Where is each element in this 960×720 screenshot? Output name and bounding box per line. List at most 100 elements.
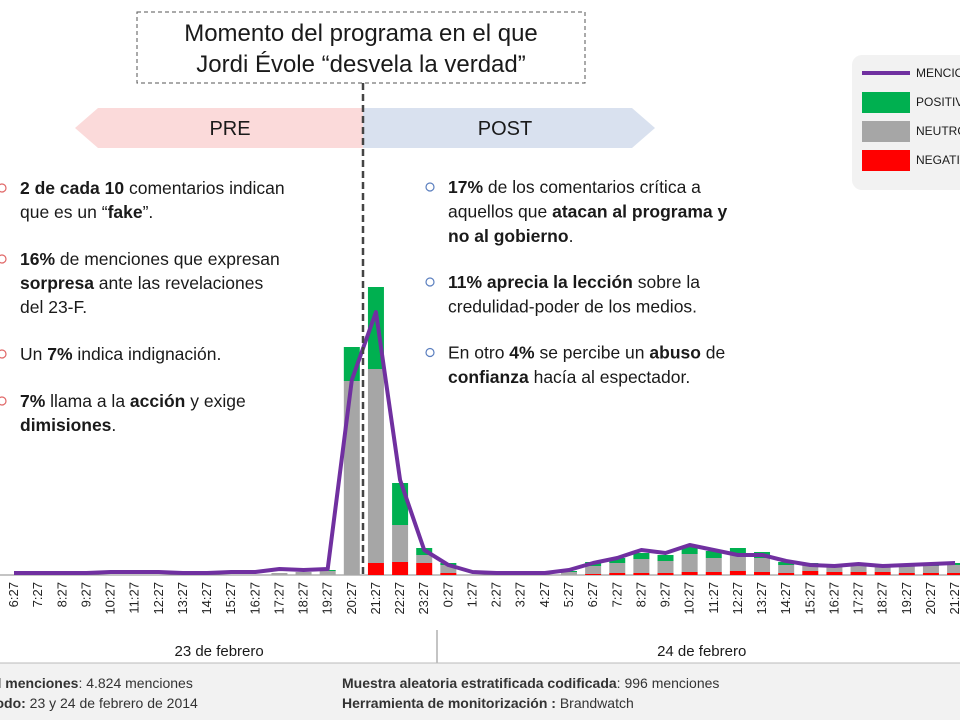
text-segment: de menciones que expresan: [55, 249, 280, 269]
bar-segment: [898, 566, 915, 573]
x-tick-label: 10:27: [682, 582, 697, 615]
text-line: confianza hacía al espectador.: [448, 367, 690, 387]
text-segment: confianza: [448, 367, 529, 387]
text-segment: .: [111, 415, 116, 435]
text-segment: sorpresa: [20, 273, 94, 293]
group-label: 23 de febrero: [174, 643, 263, 660]
text-segment: abuso: [649, 343, 701, 363]
x-tick-label: 16:27: [247, 582, 262, 615]
legend-swatch: [862, 92, 910, 113]
bar-segment: [609, 573, 626, 575]
x-tick-label: 19:27: [899, 582, 914, 615]
bar-segment: [947, 565, 960, 573]
x-tick-label: 1:27: [464, 582, 479, 607]
text-segment: indica indignación.: [73, 344, 222, 364]
text-segment: llama a la: [45, 391, 130, 411]
plot: [14, 287, 960, 575]
mentions-line: [14, 310, 956, 575]
legend-label: NEUTRO: [916, 124, 960, 138]
x-tick-label: 11:27: [127, 582, 142, 614]
bullet-marker: [425, 277, 435, 287]
x-tick-label: 17:27: [271, 582, 286, 615]
text-segment: : 996 menciones: [617, 675, 720, 691]
callout-line: Momento del programa en el que: [184, 20, 538, 47]
bar-segment: [416, 555, 433, 563]
x-tick-label: 16:27: [826, 582, 841, 615]
bar-segment: [657, 561, 674, 573]
x-tick-label: 7:27: [609, 582, 624, 607]
bar-segment: [874, 572, 891, 575]
bar-segment: [392, 483, 409, 525]
text-line: que es un “fake”.: [20, 202, 153, 222]
x-tick-label: 17:27: [851, 582, 866, 615]
x-tick-label: 22:27: [392, 582, 407, 615]
bar-segment: [392, 525, 409, 562]
bar-segment: [850, 572, 867, 575]
x-tick-label: 21:27: [368, 582, 383, 615]
x-tick-label: 12:27: [151, 582, 166, 615]
phase-label: POST: [478, 118, 532, 140]
bar-segment: [609, 558, 626, 563]
callout-line: Jordi Évole “desvela la verdad”: [196, 51, 526, 78]
text-segment: ante las revelaciones: [94, 273, 264, 293]
text-line: Un 7% indica indignación.: [20, 344, 221, 364]
text-line: 16% de menciones que expresan: [20, 249, 280, 269]
bar-segment: [922, 566, 939, 573]
x-tick-label: 8:27: [54, 582, 69, 607]
text-segment: Herramienta de monitorización :: [342, 695, 556, 711]
x-tick-label: 20:27: [923, 582, 938, 615]
bar-segment: [657, 573, 674, 575]
x-tick-label: 4:27: [537, 582, 552, 607]
bullet-marker: [425, 182, 435, 192]
x-tick-label: 13:27: [175, 582, 190, 615]
x-tick-label: 0:27: [440, 582, 455, 607]
bullet-marker: [425, 347, 435, 358]
text-segment: comentarios indican: [124, 178, 285, 198]
bar-segment: [416, 563, 433, 575]
x-tick-label: 15:27: [223, 582, 238, 615]
x-tick-label: 14:27: [778, 582, 793, 615]
text-segment: aquellos que: [448, 202, 552, 222]
bar-segment: [729, 555, 746, 571]
bar-segment: [947, 573, 960, 575]
text-segment: no al gobierno: [448, 226, 569, 246]
text-segment: En otro: [448, 343, 509, 363]
x-tick-label: 2:27: [489, 582, 504, 607]
legend-label: POSITIVO: [916, 95, 960, 109]
text-segment: Un: [20, 344, 47, 364]
bar-segment: [898, 573, 915, 575]
bar-segment: [705, 572, 722, 575]
x-tick-label: 9:27: [78, 582, 93, 607]
legend-label: MENCIONES: [916, 66, 960, 80]
x-tick-label: 19:27: [320, 582, 335, 615]
bar-segment: [778, 565, 795, 573]
text-segment: fake: [108, 202, 143, 222]
bar-segment: [657, 555, 674, 561]
bar-segment: [802, 565, 819, 571]
text-segment: se percibe un: [535, 343, 650, 363]
group-label: 24 de febrero: [657, 643, 746, 660]
bar-segment: [754, 558, 771, 572]
text-line: En otro 4% se percibe un abuso de: [448, 343, 725, 363]
x-tick-label: 18:27: [296, 582, 311, 615]
text-segment: Brandwatch: [556, 695, 634, 711]
text-segment: 2 de cada 10: [20, 178, 124, 198]
x-tick-label: 18:27: [875, 582, 890, 615]
bar-segment: [826, 572, 843, 575]
text-line: aquellos que atacan al programa y: [448, 202, 727, 222]
legend-swatch: [862, 150, 910, 171]
text-segment: 16%: [20, 249, 55, 269]
text-segment: ”.: [143, 202, 154, 222]
text-segment: de los comentarios crítica a: [483, 177, 701, 197]
text-segment: del 23-F.: [20, 297, 87, 317]
callout-box: [136, 11, 586, 84]
bar-segment: [705, 558, 722, 572]
text-line: 7% llama a la acción y exige: [20, 391, 246, 411]
text-line: 11% aprecia la lección sobre la: [448, 272, 700, 292]
text-segment: .: [569, 226, 574, 246]
text-segment: Muestra aleatoria estratificada codifica…: [342, 675, 617, 691]
bar-segment: [271, 573, 288, 575]
bar-segment: [850, 566, 867, 572]
x-tick-label: 20:27: [344, 582, 359, 615]
x-tick-label: 9:27: [658, 582, 673, 607]
